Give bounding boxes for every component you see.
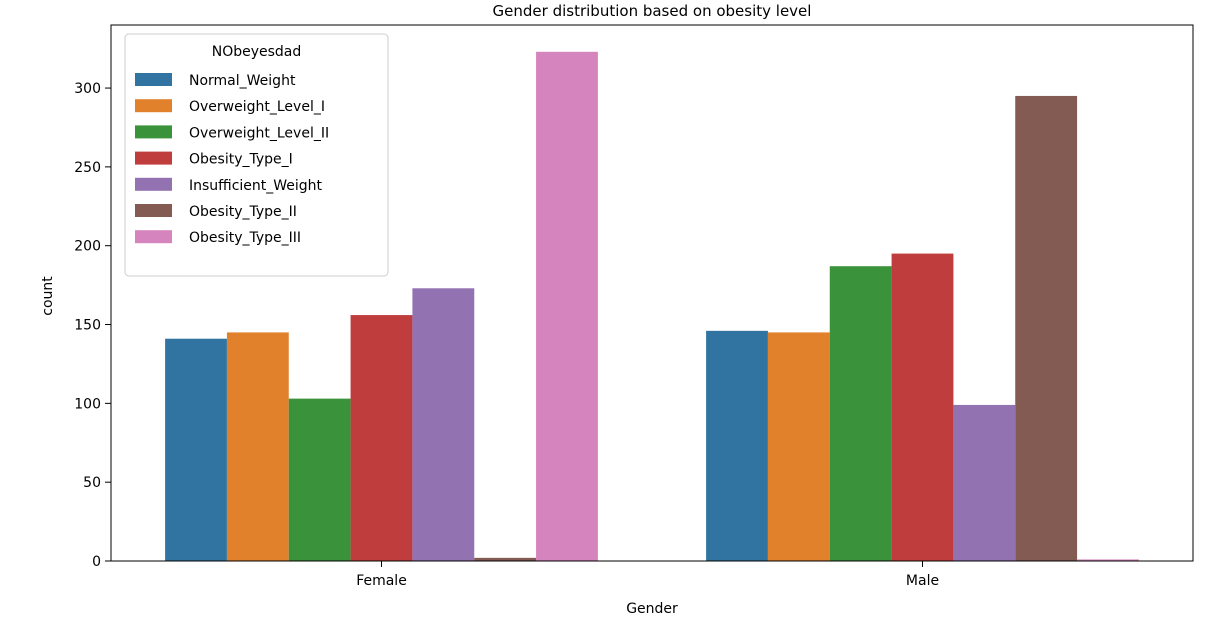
legend-swatch-insufficient-weight [135,177,172,191]
legend-swatch-obesity-type-iii [135,230,172,244]
legend-label-obesity-type-i: Obesity_Type_I [189,152,293,168]
bar-obesity-type-ii-female [474,557,537,561]
bar-insufficient-weight-male [953,404,1016,561]
legend-swatch-overweight-level-ii [135,125,172,139]
x-tick-label-male: Male [906,573,939,589]
bar-overweight-level-ii-male [829,266,892,561]
bar-obesity-type-ii-male [1015,95,1078,562]
chart-title: Gender distribution based on obesity lev… [493,2,812,20]
legend-label-insufficient-weight: Insufficient_Weight [189,178,323,194]
legend-box [124,33,389,277]
bar-obesity-type-i-male [891,253,954,561]
legend-label-obesity-type-iii: Obesity_Type_III [189,230,301,246]
x-tick-label-female: Female [356,573,407,589]
y-axis-label: count [40,276,56,316]
legend-label-normal-weight: Normal_Weight [189,73,296,89]
y-tick-label: 100 [74,396,101,412]
legend-title: NObeyesdad [212,44,302,60]
legend-swatch-obesity-type-ii [135,204,172,217]
legend: NObeyesdad Normal_Weight Overweight_Level_… [124,33,389,277]
y-tick-label: 300 [74,81,101,97]
bar-overweight-level-i-female [226,332,289,561]
legend-label-obesity-type-ii: Obesity_Type_II [189,204,297,220]
axes-group: 0 50 100 150 200 250 300 Female Male [74,24,1194,589]
bar-obesity-type-iii-male [1077,559,1139,561]
bar-overweight-level-i-male [767,332,830,561]
legend-swatch-overweight-level-i [135,99,172,113]
x-axis-label: Gender [626,601,678,617]
y-tick-label: 0 [92,554,101,570]
bar-overweight-level-ii-female [288,398,351,561]
bars-group [165,51,1139,562]
y-tick-label: 250 [74,160,101,176]
bar-normal-weight-male [706,330,768,561]
bar-insufficient-weight-female [412,288,475,561]
y-tick-label: 200 [74,239,101,255]
y-tick-label: 50 [83,475,101,491]
bar-normal-weight-female [165,338,227,561]
bar-obesity-type-iii-female [536,51,598,562]
y-tick-label: 150 [74,318,101,334]
plot-frame [110,24,1194,562]
legend-swatch-normal-weight [135,73,172,86]
legend-label-overweight-level-i: Overweight_Level_I [189,99,325,115]
legend-swatch-obesity-type-i [135,151,172,165]
legend-label-overweight-level-ii: Overweight_Level_II [189,125,329,141]
bar-obesity-type-i-female [350,315,413,561]
